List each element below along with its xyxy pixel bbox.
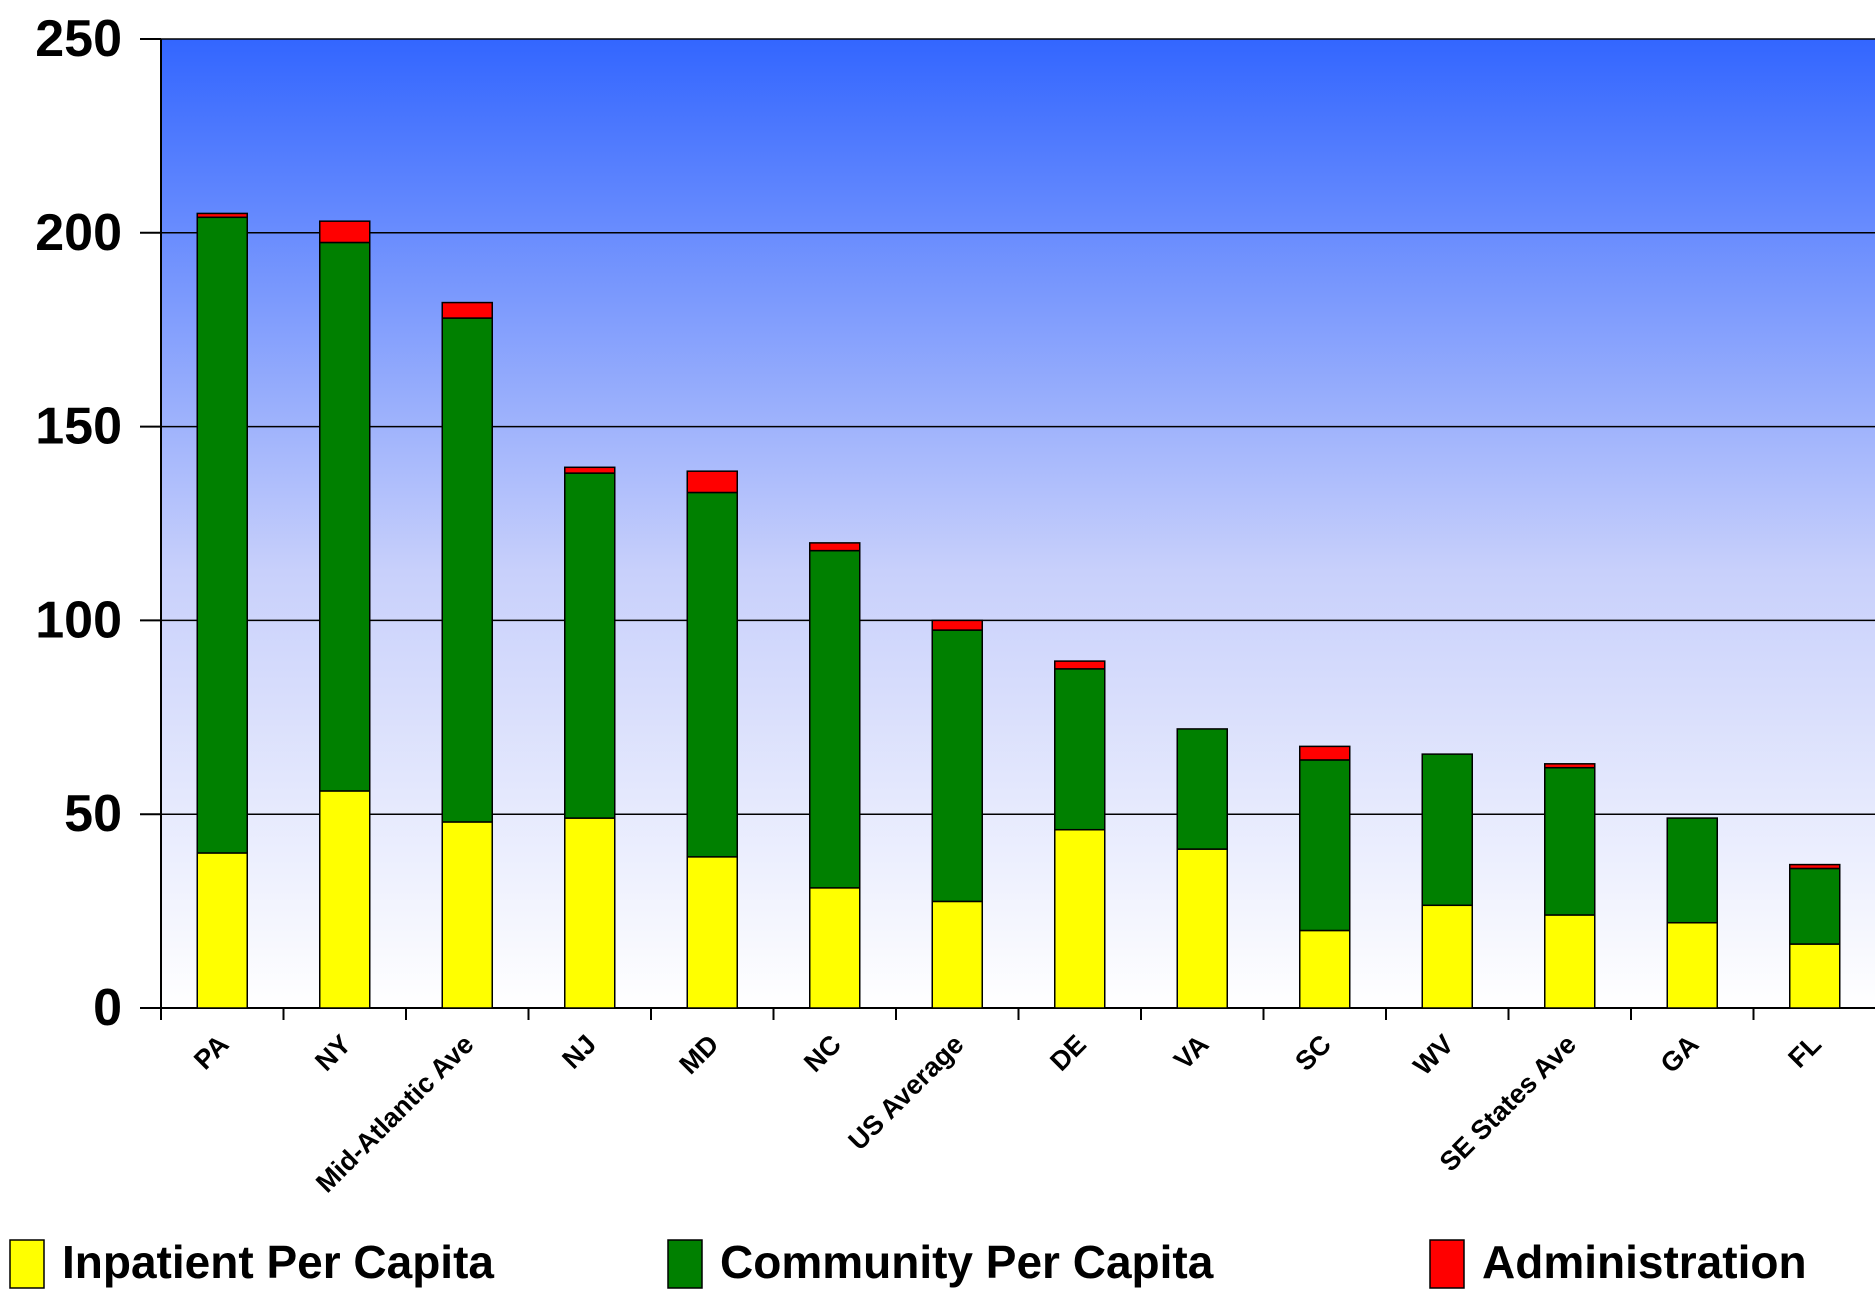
- x-tick-label: FL: [1782, 1029, 1827, 1074]
- bar-segment: [1176, 848, 1228, 1009]
- bar-segment: [931, 619, 983, 631]
- bar-segment: [1666, 921, 1718, 1009]
- bar-segment: [1789, 863, 1841, 870]
- y-tick-label: 200: [35, 204, 122, 262]
- x-tick-label: DE: [1044, 1029, 1092, 1077]
- legend-swatch: [1429, 1239, 1465, 1289]
- bar-segment: [319, 790, 371, 1009]
- bar-segment: [809, 887, 861, 1009]
- x-tick-label: WV: [1408, 1029, 1460, 1081]
- y-tick-label: 100: [35, 591, 122, 649]
- y-tick-label: 0: [93, 979, 122, 1037]
- bar-segment: [196, 212, 248, 219]
- x-tick-label: NJ: [556, 1029, 602, 1075]
- bar-segment: [1176, 728, 1228, 850]
- bar-segment: [931, 629, 983, 903]
- bar-segment: [1666, 817, 1718, 924]
- x-tick-label: MD: [674, 1029, 725, 1080]
- y-tick-label: 150: [35, 398, 122, 456]
- bar-segment: [809, 549, 861, 889]
- x-tick-label: US Average: [843, 1029, 970, 1156]
- bar-segment: [1789, 867, 1841, 945]
- bar-segment: [564, 472, 616, 819]
- bar-segment: [1054, 828, 1106, 1009]
- bar-segment: [1789, 943, 1841, 1009]
- bar-segment: [686, 856, 738, 1009]
- x-tick-label: VA: [1168, 1029, 1214, 1075]
- legend-swatch: [667, 1239, 703, 1289]
- bar-segment: [1421, 753, 1473, 907]
- legend-swatch: [9, 1239, 45, 1289]
- bar-segment: [1421, 904, 1473, 1009]
- x-tick-label: NC: [798, 1029, 847, 1078]
- bar-segment: [196, 216, 248, 854]
- bar-segment: [564, 817, 616, 1009]
- x-tick-label: GA: [1655, 1029, 1705, 1079]
- bar-segment: [1544, 763, 1596, 769]
- x-tick-label: PA: [188, 1029, 234, 1075]
- bar-segment: [1299, 745, 1351, 761]
- bar-segment: [1299, 929, 1351, 1009]
- legend-label: Inpatient Per Capita: [62, 1236, 494, 1288]
- bar-segment: [319, 241, 371, 792]
- y-tick-label: 50: [64, 785, 122, 843]
- bar-segment: [441, 821, 493, 1009]
- bar-segment: [1544, 766, 1596, 916]
- bar-segment: [809, 542, 861, 552]
- bar-segment: [319, 220, 371, 244]
- bar-segment: [1054, 660, 1106, 670]
- bar-segment: [1299, 759, 1351, 932]
- legend-label: Community Per Capita: [720, 1236, 1214, 1288]
- x-tick-label: NY: [309, 1029, 357, 1077]
- plot-background: [161, 39, 1875, 1008]
- bar-segment: [686, 470, 738, 494]
- bar-segment: [1544, 914, 1596, 1009]
- y-tick-label: 250: [35, 10, 122, 68]
- bar-segment: [686, 491, 738, 858]
- bar-segment: [931, 900, 983, 1009]
- bar-segment: [564, 466, 616, 474]
- bar-segment: [441, 317, 493, 823]
- x-tick-label: SC: [1289, 1029, 1337, 1077]
- bar-segment: [1054, 668, 1106, 831]
- bar-segment: [441, 301, 493, 319]
- legend-label: Administration: [1482, 1236, 1807, 1288]
- bar-segment: [196, 852, 248, 1009]
